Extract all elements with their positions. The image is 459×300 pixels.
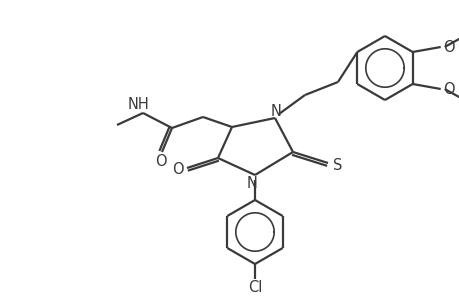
Text: Cl: Cl [247,280,262,296]
Text: S: S [333,158,342,172]
Text: O: O [172,161,184,176]
Text: O: O [442,40,453,55]
Text: O: O [155,154,167,169]
Text: NH: NH [128,97,150,112]
Text: N: N [246,176,257,190]
Text: O: O [442,82,453,97]
Text: N: N [270,103,281,118]
